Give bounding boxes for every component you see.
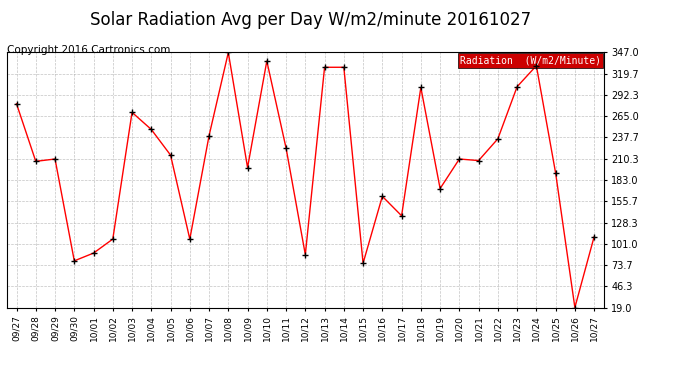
- Text: Solar Radiation Avg per Day W/m2/minute 20161027: Solar Radiation Avg per Day W/m2/minute …: [90, 11, 531, 29]
- Text: Copyright 2016 Cartronics.com: Copyright 2016 Cartronics.com: [7, 45, 170, 55]
- Text: Radiation  (W/m2/Minute): Radiation (W/m2/Minute): [460, 55, 601, 65]
